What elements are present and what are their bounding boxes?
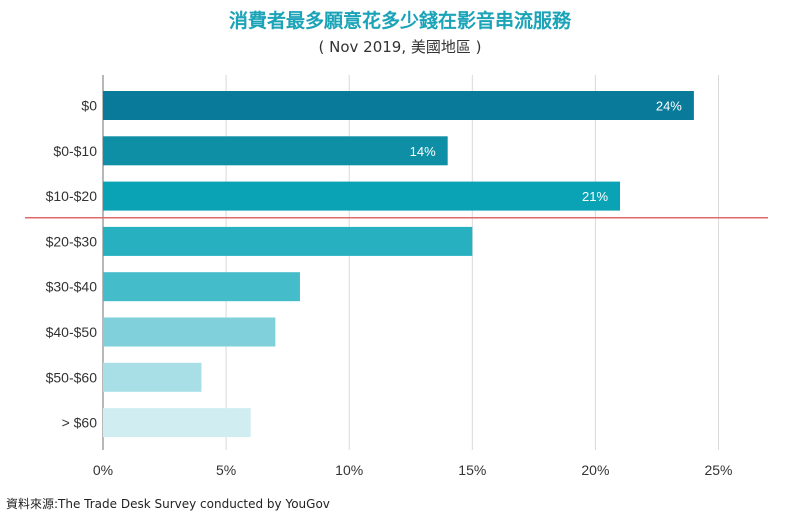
bar xyxy=(103,181,621,211)
x-tick-label: 5% xyxy=(216,462,236,478)
bar xyxy=(103,91,694,120)
bar xyxy=(103,362,202,392)
y-tick-label: $10-$20 xyxy=(46,188,98,204)
x-tick-label: 0% xyxy=(93,462,113,478)
x-tick-label: 20% xyxy=(581,462,609,478)
y-tick-label: $20-$30 xyxy=(46,233,98,249)
bar xyxy=(103,136,448,166)
bars: 24% 14% 21% xyxy=(103,91,694,438)
data-label: 24% xyxy=(656,99,682,114)
x-axis-labels: 0% 5% 10% 15% 20% 25% xyxy=(93,462,733,478)
x-tick-label: 15% xyxy=(458,462,486,478)
y-tick-label: $0 xyxy=(81,98,97,114)
bar xyxy=(103,272,300,302)
x-tick-label: 10% xyxy=(335,462,363,478)
y-tick-label: > $60 xyxy=(62,415,98,431)
gridlines xyxy=(102,75,719,450)
y-tick-label: $30-$40 xyxy=(46,279,98,295)
bar xyxy=(103,226,473,256)
x-tick-label: 25% xyxy=(704,462,732,478)
y-tick-label: $50-$60 xyxy=(46,369,98,385)
source-note: 資料來源:The Trade Desk Survey conducted by … xyxy=(6,497,330,511)
data-label: 21% xyxy=(582,189,608,204)
data-label: 14% xyxy=(410,144,436,159)
y-tick-label: $0-$10 xyxy=(53,143,97,159)
y-axis-labels: $0 $0-$10 $10-$20 $20-$30 $30-$40 $40-$50 $50-… xyxy=(46,98,98,431)
bar xyxy=(103,317,276,347)
chart-subtitle: ( Nov 2019, 美國地區 ) xyxy=(318,38,482,56)
y-tick-label: $40-$50 xyxy=(46,324,98,340)
bar xyxy=(103,408,251,438)
chart-title: 消費者最多願意花多少錢在影音串流服務 xyxy=(228,10,571,32)
